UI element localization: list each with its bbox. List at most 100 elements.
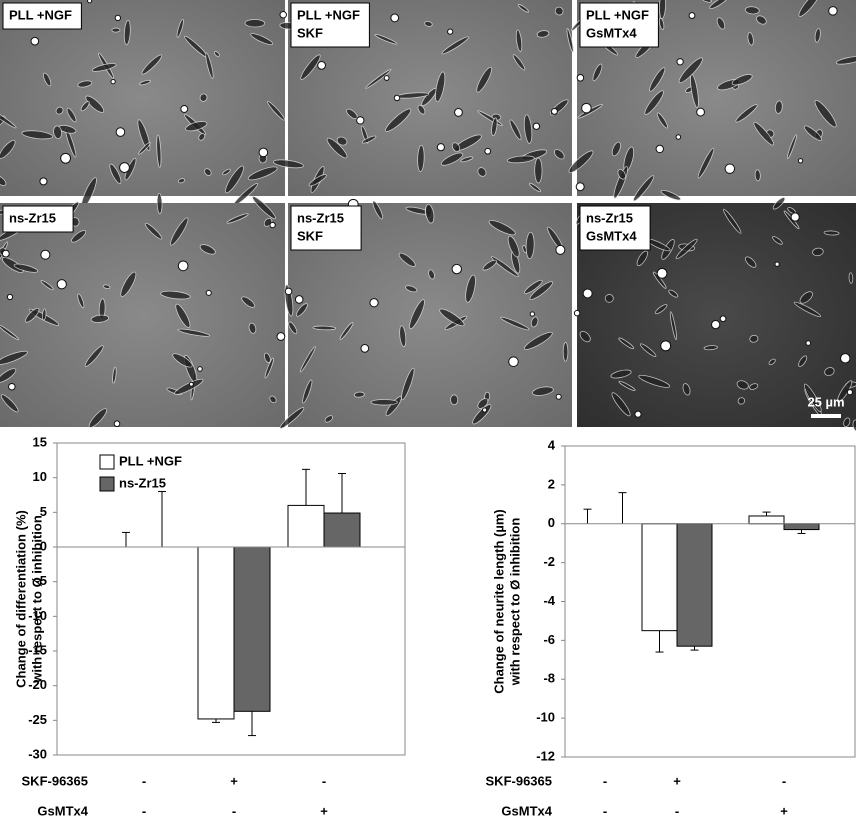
cell [185, 121, 208, 132]
cell-round [634, 410, 642, 418]
cell-round [675, 134, 682, 140]
y-tick-label: -20 [28, 677, 47, 692]
cell [536, 30, 550, 38]
cell [744, 6, 760, 15]
cell [91, 63, 117, 72]
cell-round [711, 319, 721, 330]
cell [604, 294, 614, 303]
cell [460, 156, 474, 163]
cell [814, 28, 821, 43]
cell-round [551, 107, 558, 115]
cell [172, 353, 193, 368]
cell [424, 20, 433, 27]
y-tick-label: -10 [28, 608, 47, 623]
cell [523, 331, 553, 350]
cell [477, 167, 487, 177]
cell-round [508, 356, 519, 367]
cell [66, 107, 77, 123]
cell-round [110, 78, 116, 85]
cell [177, 328, 211, 337]
panel-label-box [579, 2, 659, 48]
y-tick-label: -2 [543, 554, 555, 569]
cell [302, 379, 313, 404]
cell [353, 391, 365, 398]
cell [241, 296, 256, 308]
cell [365, 69, 392, 89]
cell-round [369, 298, 379, 308]
cell [417, 144, 425, 172]
cell [55, 106, 64, 115]
panel-label: ns-Zr15 [297, 210, 344, 225]
cell [53, 125, 63, 140]
cell [225, 165, 245, 194]
cell [88, 408, 108, 428]
cell [723, 208, 742, 234]
cell [747, 32, 754, 46]
cell [525, 231, 535, 260]
cell-round [724, 163, 736, 174]
bar [641, 523, 678, 632]
cell-round [294, 295, 304, 304]
cell-round [656, 267, 668, 279]
condition-value: - [603, 773, 607, 788]
cell [786, 134, 797, 159]
cell-round [269, 221, 276, 229]
cell-round [113, 420, 121, 428]
cell [440, 152, 464, 166]
cell [372, 200, 384, 220]
bar [748, 515, 785, 525]
cell [507, 235, 520, 258]
cell [252, 196, 276, 220]
cell [490, 256, 519, 278]
cell [506, 155, 535, 164]
condition-value: + [320, 803, 328, 818]
cell [0, 350, 28, 365]
cell [716, 17, 726, 30]
cell [524, 279, 543, 294]
cell-round [555, 393, 562, 400]
cell [465, 274, 476, 303]
cell [111, 27, 121, 33]
cell [592, 63, 603, 82]
cell [326, 137, 348, 159]
condition-value: + [673, 773, 681, 788]
legend-label: PLL +NGF [119, 453, 182, 468]
bar [233, 546, 271, 712]
cell [405, 285, 418, 293]
cell [43, 72, 52, 87]
cell [754, 169, 761, 182]
panel-label-box [290, 205, 362, 251]
cell-round [529, 311, 536, 317]
cell [530, 316, 539, 328]
cell [682, 383, 691, 396]
cell-round [390, 13, 400, 23]
legend-swatch [99, 454, 115, 470]
cell [441, 36, 469, 55]
cell [749, 383, 759, 390]
cell [138, 142, 151, 155]
cell-round [828, 6, 838, 16]
cell [156, 192, 163, 215]
cell [450, 394, 459, 406]
cell-round [573, 309, 581, 317]
cell [636, 250, 648, 267]
y-axis-label: Change of differentiation (%) with respec… [13, 510, 44, 688]
cell [731, 74, 753, 86]
cell [772, 197, 786, 210]
cell [500, 316, 530, 331]
cell [112, 366, 117, 384]
condition-value: + [230, 773, 238, 788]
cell [13, 263, 39, 273]
cell [204, 168, 212, 176]
panel-label: ns-Zr15 [586, 210, 633, 225]
cell [269, 395, 277, 404]
cell [312, 325, 337, 331]
cell [843, 417, 851, 428]
cell [638, 374, 671, 388]
cell [517, 4, 529, 13]
cell [174, 378, 204, 395]
cell-round [87, 0, 93, 4]
cell-round [436, 143, 445, 152]
cell-round [805, 340, 812, 346]
